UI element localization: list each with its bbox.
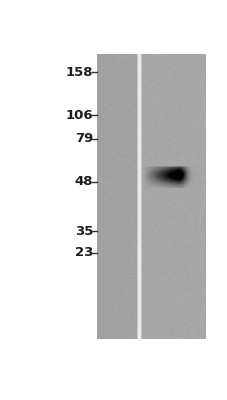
Text: 48: 48: [74, 176, 93, 188]
Text: 158: 158: [65, 66, 93, 78]
Text: 106: 106: [65, 109, 93, 122]
Text: 79: 79: [74, 132, 93, 145]
Text: 35: 35: [74, 225, 93, 238]
Text: 23: 23: [74, 246, 93, 259]
